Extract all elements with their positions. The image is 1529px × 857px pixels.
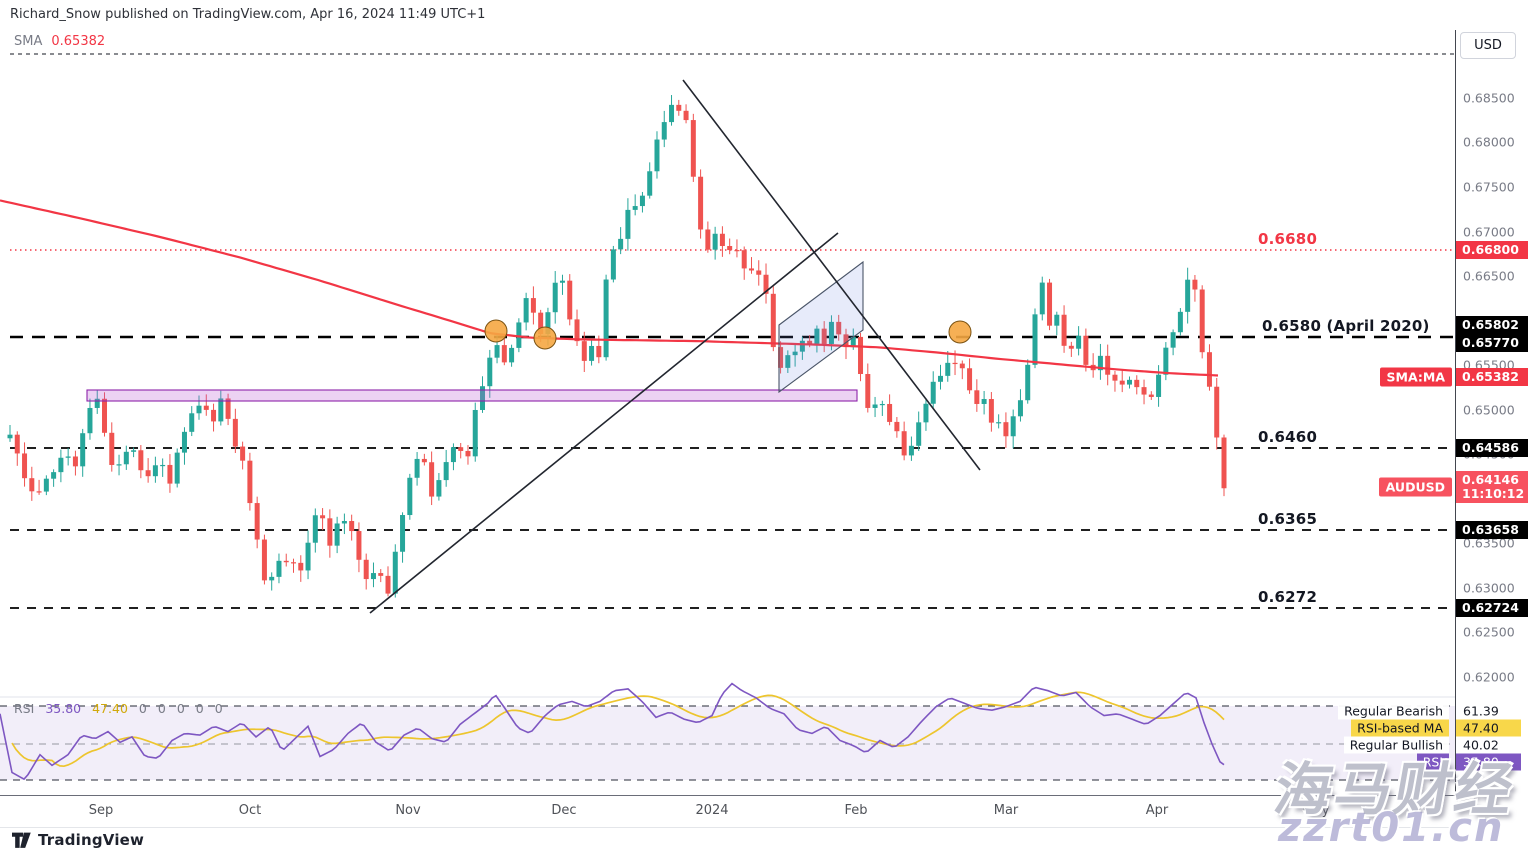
sma-legend-label: SMA bbox=[14, 34, 43, 49]
axis-series-tag: AUDUSD bbox=[1378, 477, 1452, 497]
price-tick: 0.63500 bbox=[1463, 535, 1515, 551]
rsi-legend-token: 0 bbox=[157, 701, 166, 716]
rsi-row-value: 47.40 bbox=[1456, 719, 1521, 737]
price-label: 0.63658 bbox=[1456, 521, 1528, 539]
price-tick: 0.68000 bbox=[1463, 134, 1515, 150]
rsi-row-name: RSI-based MA bbox=[1351, 719, 1449, 737]
price-axis[interactable]: USD 0.68500 0.68000 0.67500 0.67000 0.66500 0… bbox=[1455, 30, 1529, 795]
rsi-legend-token: 0 bbox=[176, 701, 185, 716]
rsi-row-value: 35.80 bbox=[1456, 753, 1521, 771]
price-tick: 0.62000 bbox=[1463, 669, 1515, 685]
price-tick: 0.63000 bbox=[1463, 580, 1515, 596]
rsi-legend-token: 0 bbox=[214, 701, 223, 716]
price-label: 0.64146 11:10:12 bbox=[1456, 471, 1529, 503]
axis-series-tag: SMA:MA bbox=[1379, 367, 1452, 387]
tradingview-logo-icon bbox=[12, 832, 31, 848]
rsi-row-name: RSI bbox=[1416, 753, 1449, 771]
price-tick: 0.67500 bbox=[1463, 179, 1515, 195]
price-label: 0.65802 bbox=[1456, 316, 1528, 334]
rsi-row-name: Regular Bullish bbox=[1343, 736, 1449, 754]
rsi-indicator-legend: RSI 35.80 47.40 0 0 0 0 0 bbox=[14, 701, 223, 716]
price-tick: 0.62500 bbox=[1463, 624, 1515, 640]
publication-byline: Richard_Snow published on TradingView.co… bbox=[10, 7, 486, 22]
price-tick: 0.65000 bbox=[1463, 402, 1515, 418]
time-axis-month: Feb bbox=[844, 803, 868, 818]
tradingview-footer[interactable]: TradingView bbox=[12, 831, 144, 849]
rsi-legend-token: 0 bbox=[195, 701, 204, 716]
rsi-legend-token: 35.80 bbox=[45, 701, 82, 716]
level-annotation: 0.6580 (April 2020) bbox=[1262, 317, 1430, 335]
price-tick: 0.68500 bbox=[1463, 90, 1515, 106]
price-tick: 0.66500 bbox=[1463, 268, 1515, 284]
price-tick: 0.67000 bbox=[1463, 224, 1515, 240]
time-axis-month: Dec bbox=[551, 803, 577, 818]
level-annotation: 0.6680 bbox=[1258, 230, 1318, 248]
price-label: 0.64586 bbox=[1456, 439, 1528, 457]
price-label: 0.65770 bbox=[1456, 334, 1528, 352]
time-axis[interactable]: Sep Oct Nov Dec 2024 Feb Mar Apr May bbox=[0, 795, 1455, 828]
price-chart-canvas[interactable] bbox=[0, 0, 1455, 857]
currency-button[interactable]: USD bbox=[1460, 32, 1516, 59]
price-label: 0.66800 bbox=[1456, 241, 1528, 259]
time-axis-month: Oct bbox=[238, 803, 262, 818]
price-label: 0.65382 bbox=[1456, 368, 1528, 386]
time-axis-month: 2024 bbox=[695, 803, 729, 818]
rsi-row-value: 61.39 bbox=[1456, 702, 1521, 720]
level-annotation: 0.6365 bbox=[1258, 510, 1318, 528]
time-axis-month: Mar bbox=[993, 803, 1019, 818]
price-label: 0.62724 bbox=[1456, 599, 1528, 617]
tradingview-logo-text: TradingView bbox=[38, 831, 145, 849]
rsi-legend-token: 47.40 bbox=[92, 701, 128, 716]
time-axis-month: Nov bbox=[395, 803, 421, 818]
time-axis-month: Sep bbox=[88, 803, 114, 818]
rsi-row-value: 40.02 bbox=[1456, 736, 1521, 754]
rsi-legend-token: 0 bbox=[138, 701, 147, 716]
time-axis-month: Apr bbox=[1145, 803, 1169, 818]
level-annotation: 0.6272 bbox=[1258, 588, 1318, 606]
sma-legend-value: 0.65382 bbox=[51, 34, 106, 49]
time-axis-month: May bbox=[1302, 803, 1330, 818]
sma-legend: SMA 0.65382 bbox=[14, 34, 105, 49]
level-annotation: 0.6460 bbox=[1258, 428, 1318, 446]
rsi-legend-token: RSI bbox=[14, 701, 35, 716]
rsi-row-name: Regular Bearish bbox=[1338, 702, 1449, 720]
